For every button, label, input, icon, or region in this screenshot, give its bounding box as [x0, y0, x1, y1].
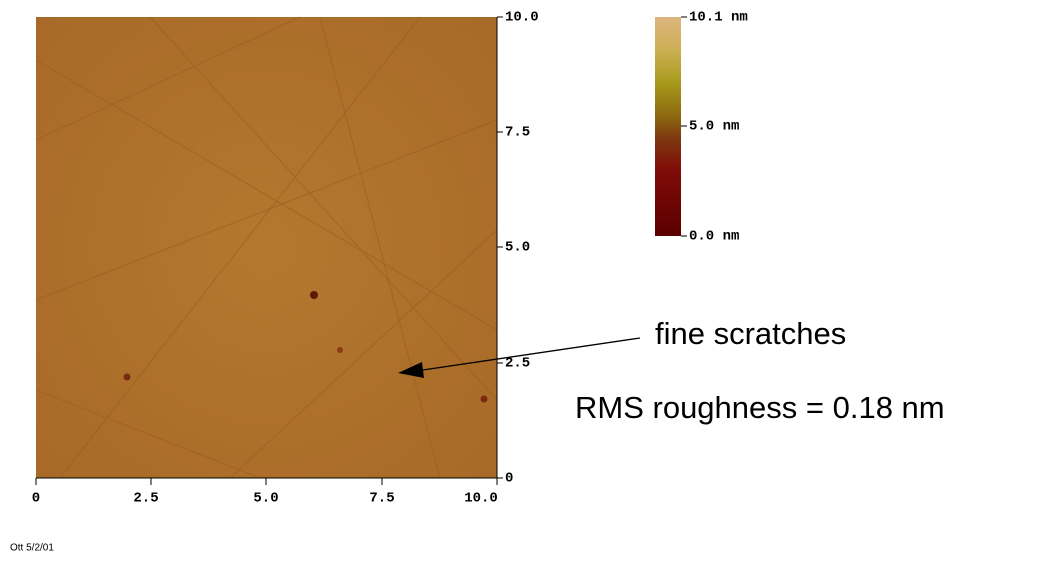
footer: Ott 5/2/01: [10, 543, 54, 554]
y-tick-label: 2.5: [505, 356, 530, 372]
x-tick-label: 0: [32, 491, 40, 507]
color-bar-label: 0.0 nm: [689, 229, 739, 245]
x-axis: [35, 477, 498, 485]
defect: [123, 373, 131, 381]
color-bar: [655, 17, 681, 236]
color-bar-label: 5.0 nm: [689, 119, 739, 135]
y-axis: [496, 16, 503, 479]
defect: [337, 347, 343, 353]
afm-image: [35, 16, 498, 479]
color-bar-label: 10.1 nm: [689, 10, 748, 26]
roughness-label: RMS roughness = 0.18 nm: [575, 390, 945, 425]
x-tick-label: 7.5: [369, 491, 394, 507]
defect: [480, 395, 488, 403]
y-tick-label: 0: [505, 471, 513, 487]
arrow-head: [398, 362, 424, 378]
x-tick-label: 5.0: [253, 491, 278, 507]
scratches: [35, 16, 498, 479]
y-tick-label: 5.0: [505, 240, 530, 256]
color-bar-ticks: [681, 16, 687, 237]
defect: [310, 291, 318, 299]
arrow-shaft: [415, 337, 641, 372]
x-tick-label: 2.5: [133, 491, 158, 507]
arrow-label: fine scratches: [655, 316, 846, 351]
x-tick-label: 10.0: [464, 491, 498, 507]
y-tick-label: 7.5: [505, 125, 530, 141]
surface: [36, 17, 497, 478]
y-tick-label: 10.0: [505, 10, 539, 26]
